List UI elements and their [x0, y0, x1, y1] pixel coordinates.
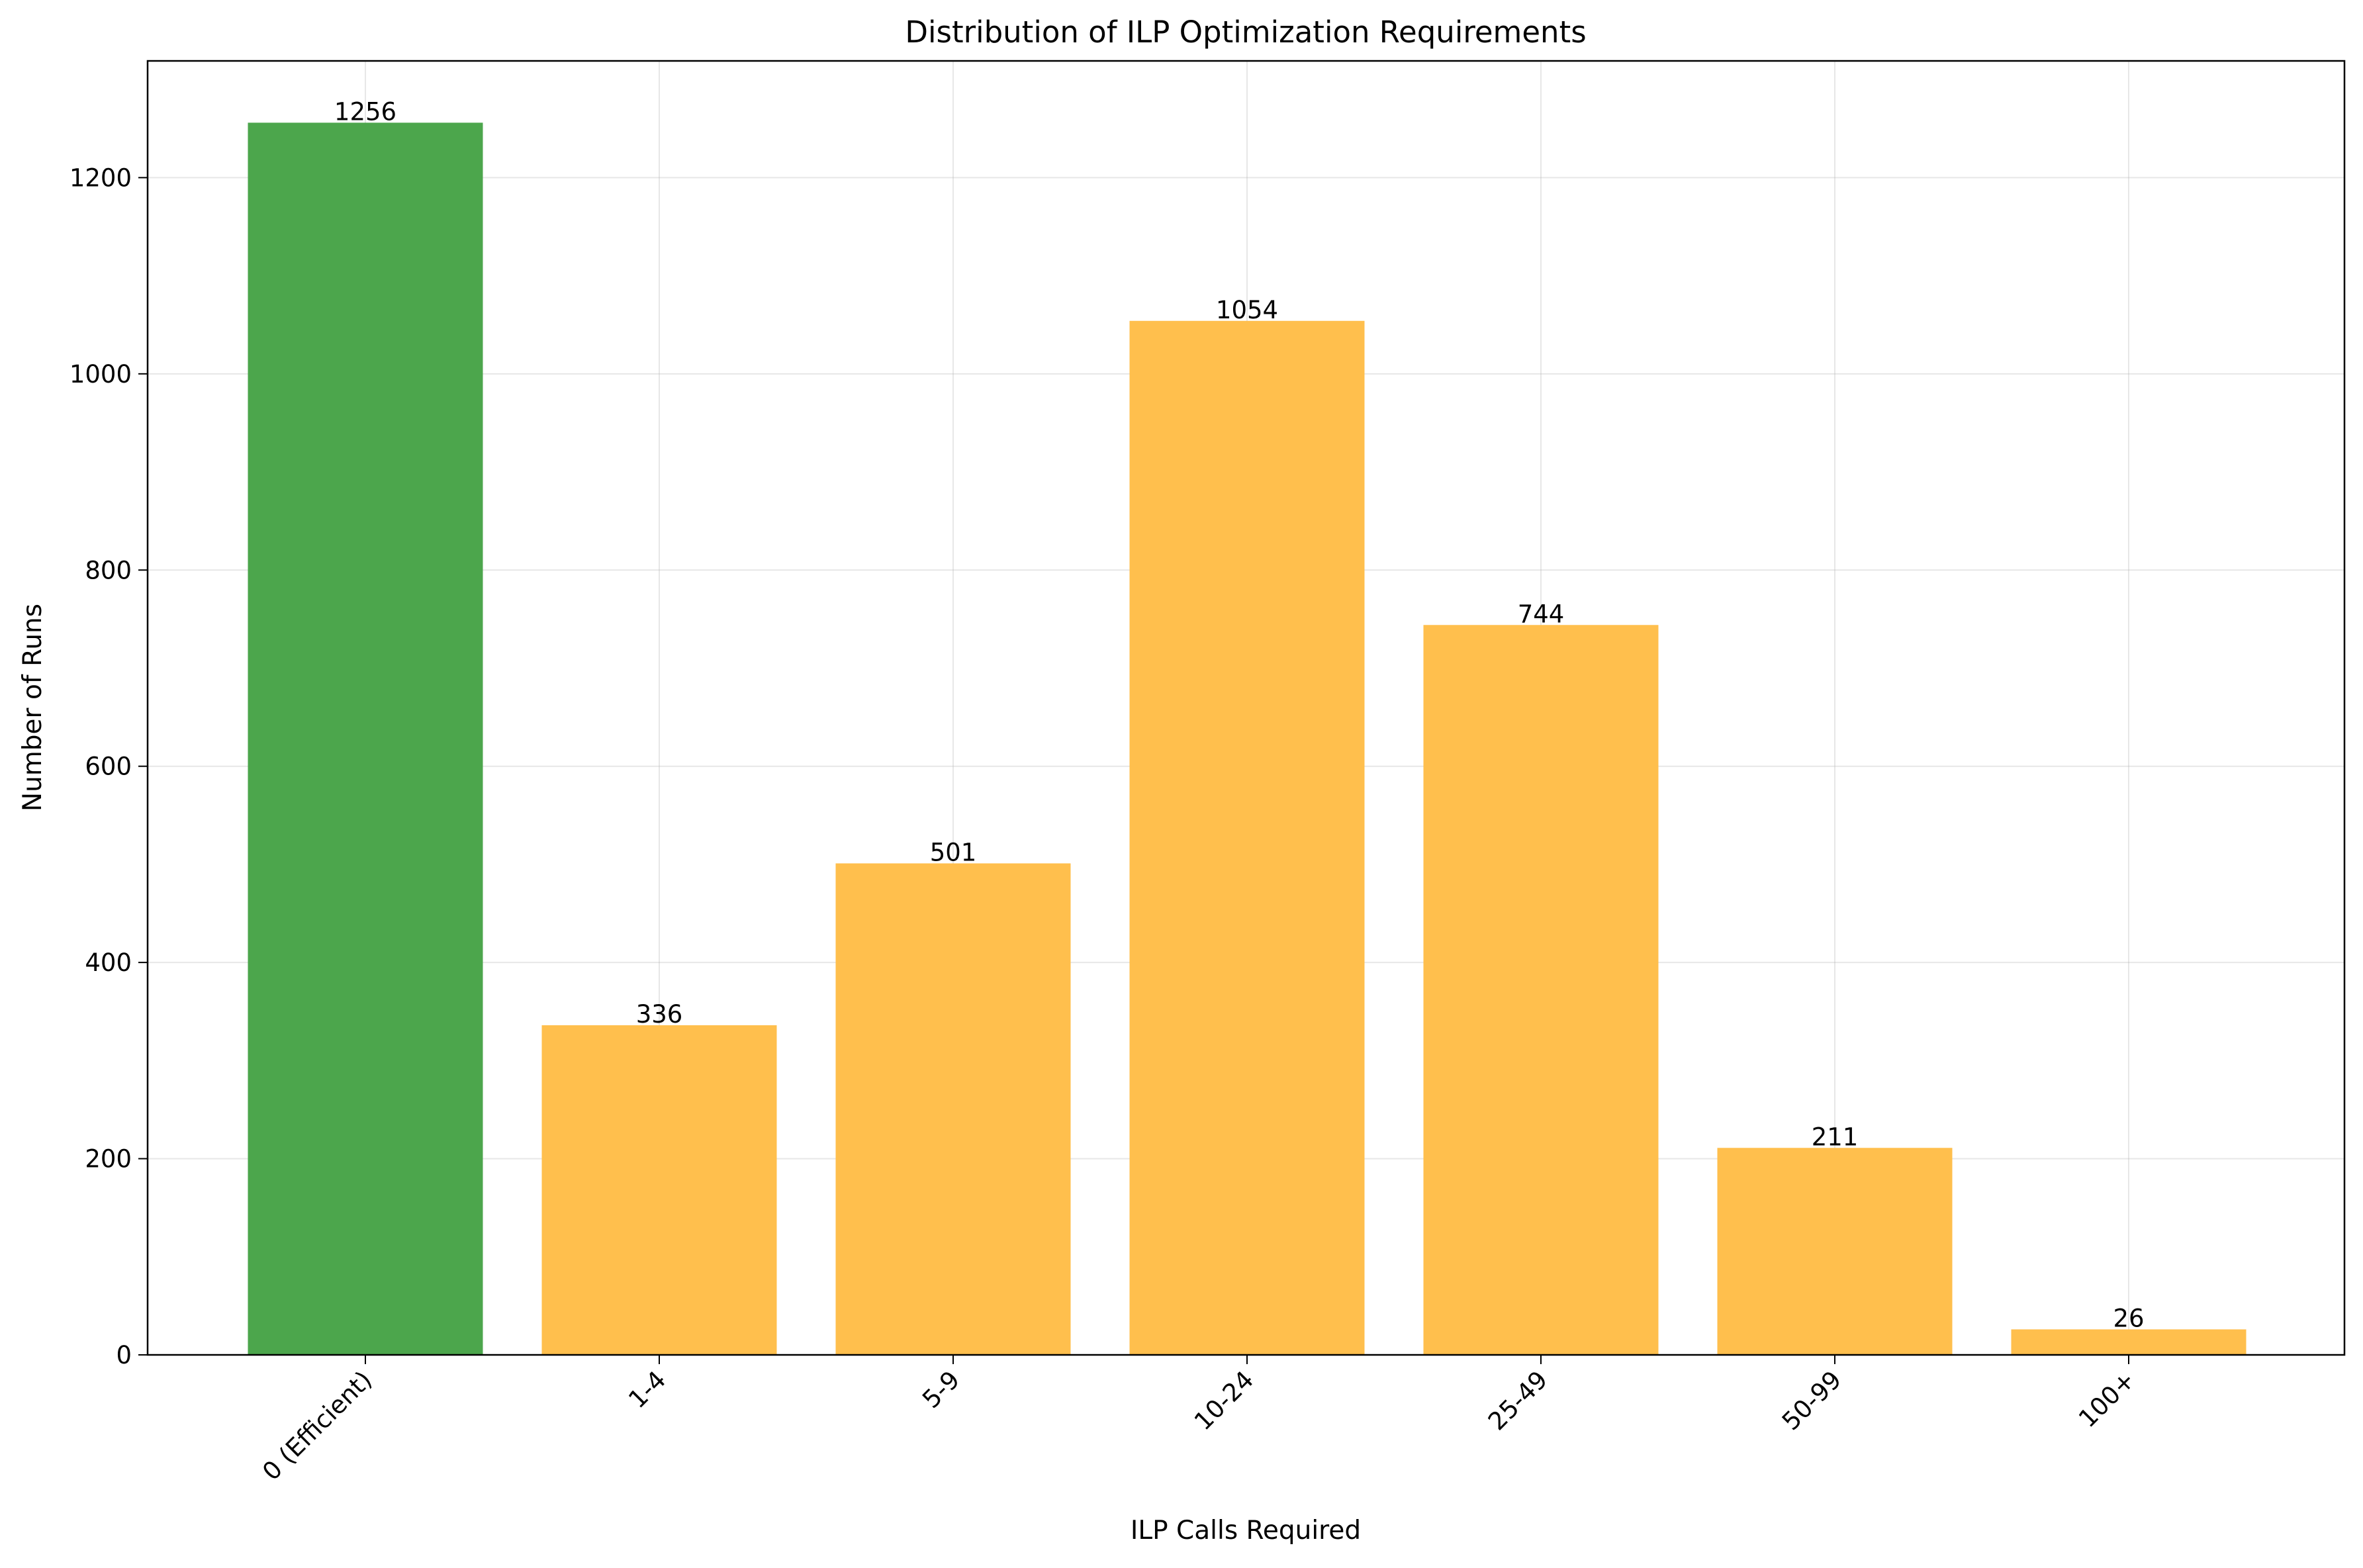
y-axis-label: Number of Runs — [18, 604, 48, 811]
bar — [2011, 1329, 2247, 1355]
x-axis-label: ILP Calls Required — [1131, 1516, 1361, 1545]
bars — [248, 122, 2247, 1356]
bar — [541, 1025, 777, 1355]
bar — [1129, 320, 1365, 1356]
y-tick-label: 400 — [85, 948, 132, 977]
bar — [1717, 1148, 1953, 1355]
y-tick-label: 0 — [116, 1341, 132, 1369]
bar-value-label: 211 — [1812, 1123, 1859, 1151]
plot-frame — [146, 60, 2346, 1356]
bar-value-label: 1256 — [334, 97, 396, 126]
bar — [248, 122, 483, 1355]
bar-value-label: 744 — [1518, 600, 1565, 628]
y-tick-label: 1200 — [70, 163, 132, 192]
bar-value-label: 501 — [930, 838, 977, 866]
chart-title: Distribution of ILP Optimization Require… — [905, 15, 1586, 50]
bar-value-label: 26 — [2113, 1304, 2144, 1332]
bar — [1423, 625, 1659, 1355]
bar-value-label: 336 — [636, 1000, 683, 1029]
y-tick-label: 600 — [85, 753, 132, 781]
y-tick-label: 200 — [85, 1145, 132, 1174]
y-tick-label: 1000 — [70, 360, 132, 389]
y-tick-label: 800 — [85, 556, 132, 584]
bar-value-label: 1054 — [1216, 296, 1278, 324]
data-labels: 1256 336 501 1054 744 211 26 — [334, 97, 2145, 1332]
bar — [835, 863, 1071, 1355]
